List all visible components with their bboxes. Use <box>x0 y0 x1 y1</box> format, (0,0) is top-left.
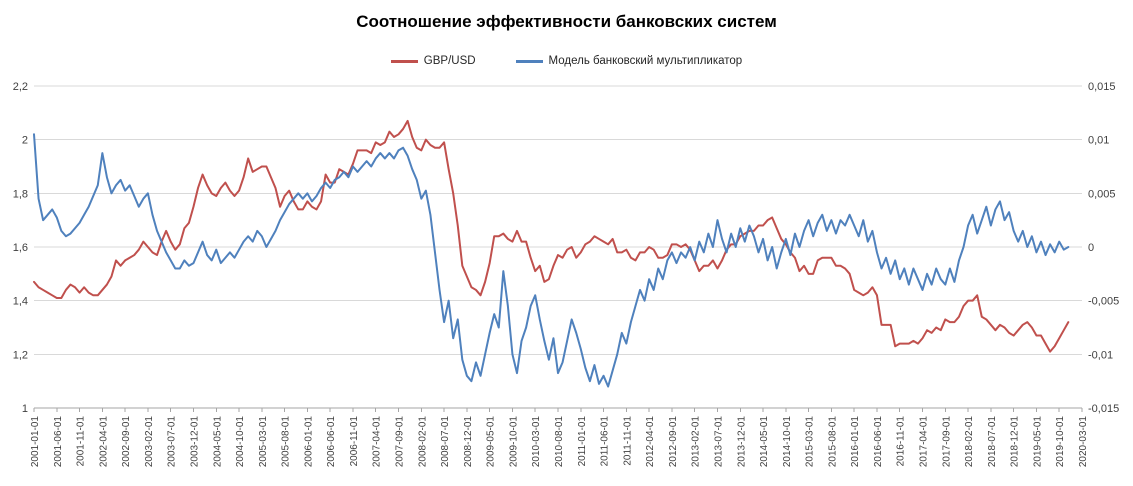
svg-text:2020-03-01: 2020-03-01 <box>1078 416 1089 468</box>
svg-text:2007-09-01: 2007-09-01 <box>395 416 406 468</box>
svg-text:2008-07-01: 2008-07-01 <box>440 416 451 468</box>
svg-text:2003-12-01: 2003-12-01 <box>189 416 200 468</box>
legend-line-marker-red <box>390 59 418 63</box>
svg-text:2009-05-01: 2009-05-01 <box>486 416 497 468</box>
svg-text:2005-08-01: 2005-08-01 <box>281 416 292 468</box>
svg-text:2018-12-01: 2018-12-01 <box>1010 416 1021 468</box>
svg-text:1,6: 1,6 <box>13 242 28 254</box>
svg-text:2011-01-01: 2011-01-01 <box>577 416 588 467</box>
svg-text:2017-09-01: 2017-09-01 <box>941 416 952 468</box>
svg-text:0,005: 0,005 <box>1088 188 1116 200</box>
legend-item-gbpusd: GBP/USD <box>390 55 476 67</box>
svg-text:2013-12-01: 2013-12-01 <box>736 416 747 468</box>
svg-text:2008-12-01: 2008-12-01 <box>463 416 474 468</box>
svg-text:0,015: 0,015 <box>1088 81 1116 93</box>
svg-text:2001-11-01: 2001-11-01 <box>76 416 87 467</box>
legend-label-model: Модель банковский мультипликатор <box>548 55 743 67</box>
svg-text:1,2: 1,2 <box>13 349 28 361</box>
svg-text:2016-06-01: 2016-06-01 <box>873 416 884 468</box>
svg-text:2014-05-01: 2014-05-01 <box>759 416 770 468</box>
svg-text:1,8: 1,8 <box>13 188 28 200</box>
svg-text:2008-02-01: 2008-02-01 <box>417 416 428 468</box>
svg-text:2015-08-01: 2015-08-01 <box>827 416 838 468</box>
svg-text:2: 2 <box>22 135 28 147</box>
legend: GBP/USD Модель банковский мультипликатор <box>0 55 1133 67</box>
svg-text:0,01: 0,01 <box>1088 135 1109 147</box>
svg-text:2003-07-01: 2003-07-01 <box>167 416 178 468</box>
svg-text:2013-02-01: 2013-02-01 <box>691 416 702 468</box>
svg-text:2002-09-01: 2002-09-01 <box>121 416 132 468</box>
svg-text:2019-10-01: 2019-10-01 <box>1055 416 1066 468</box>
svg-text:2015-03-01: 2015-03-01 <box>805 416 816 468</box>
svg-text:2012-04-01: 2012-04-01 <box>645 416 656 468</box>
svg-text:2001-06-01: 2001-06-01 <box>53 416 64 468</box>
svg-text:2006-06-01: 2006-06-01 <box>326 416 337 468</box>
legend-item-model: Модель банковский мультипликатор <box>515 55 743 67</box>
svg-text:2006-01-01: 2006-01-01 <box>303 416 314 468</box>
svg-text:2010-03-01: 2010-03-01 <box>531 416 542 468</box>
svg-text:2002-04-01: 2002-04-01 <box>98 416 109 468</box>
svg-text:2005-03-01: 2005-03-01 <box>258 416 269 468</box>
svg-text:-0,015: -0,015 <box>1088 403 1119 415</box>
svg-text:2010-08-01: 2010-08-01 <box>554 416 565 468</box>
svg-text:2011-06-01: 2011-06-01 <box>600 416 611 467</box>
svg-text:2009-10-01: 2009-10-01 <box>508 416 519 468</box>
svg-text:2012-09-01: 2012-09-01 <box>668 416 679 468</box>
svg-text:2014-10-01: 2014-10-01 <box>782 416 793 468</box>
svg-text:2016-01-01: 2016-01-01 <box>850 416 861 468</box>
svg-text:2018-07-01: 2018-07-01 <box>987 416 998 468</box>
svg-text:2003-02-01: 2003-02-01 <box>144 416 155 468</box>
svg-text:2006-11-01: 2006-11-01 <box>349 416 360 467</box>
svg-text:-0,01: -0,01 <box>1088 349 1113 361</box>
svg-text:2011-11-01: 2011-11-01 <box>622 416 633 466</box>
svg-text:2001-01-01: 2001-01-01 <box>30 416 41 468</box>
svg-text:2019-05-01: 2019-05-01 <box>1032 416 1043 468</box>
svg-text:-0,005: -0,005 <box>1088 296 1119 308</box>
legend-label-gbpusd: GBP/USD <box>423 55 476 67</box>
svg-text:2004-05-01: 2004-05-01 <box>212 416 223 468</box>
svg-text:2017-04-01: 2017-04-01 <box>919 416 930 468</box>
svg-text:0: 0 <box>1088 242 1094 254</box>
svg-text:2004-10-01: 2004-10-01 <box>235 416 246 468</box>
svg-text:2016-11-01: 2016-11-01 <box>896 416 907 467</box>
svg-text:1,4: 1,4 <box>13 296 28 308</box>
svg-text:2018-02-01: 2018-02-01 <box>964 416 975 468</box>
svg-text:2013-07-01: 2013-07-01 <box>713 416 724 468</box>
svg-text:2,2: 2,2 <box>13 81 28 93</box>
chart-title: Соотношение эффективности банковских сис… <box>356 12 777 31</box>
svg-text:1: 1 <box>22 403 28 415</box>
svg-text:2007-04-01: 2007-04-01 <box>372 416 383 468</box>
legend-line-marker-blue <box>515 59 543 63</box>
